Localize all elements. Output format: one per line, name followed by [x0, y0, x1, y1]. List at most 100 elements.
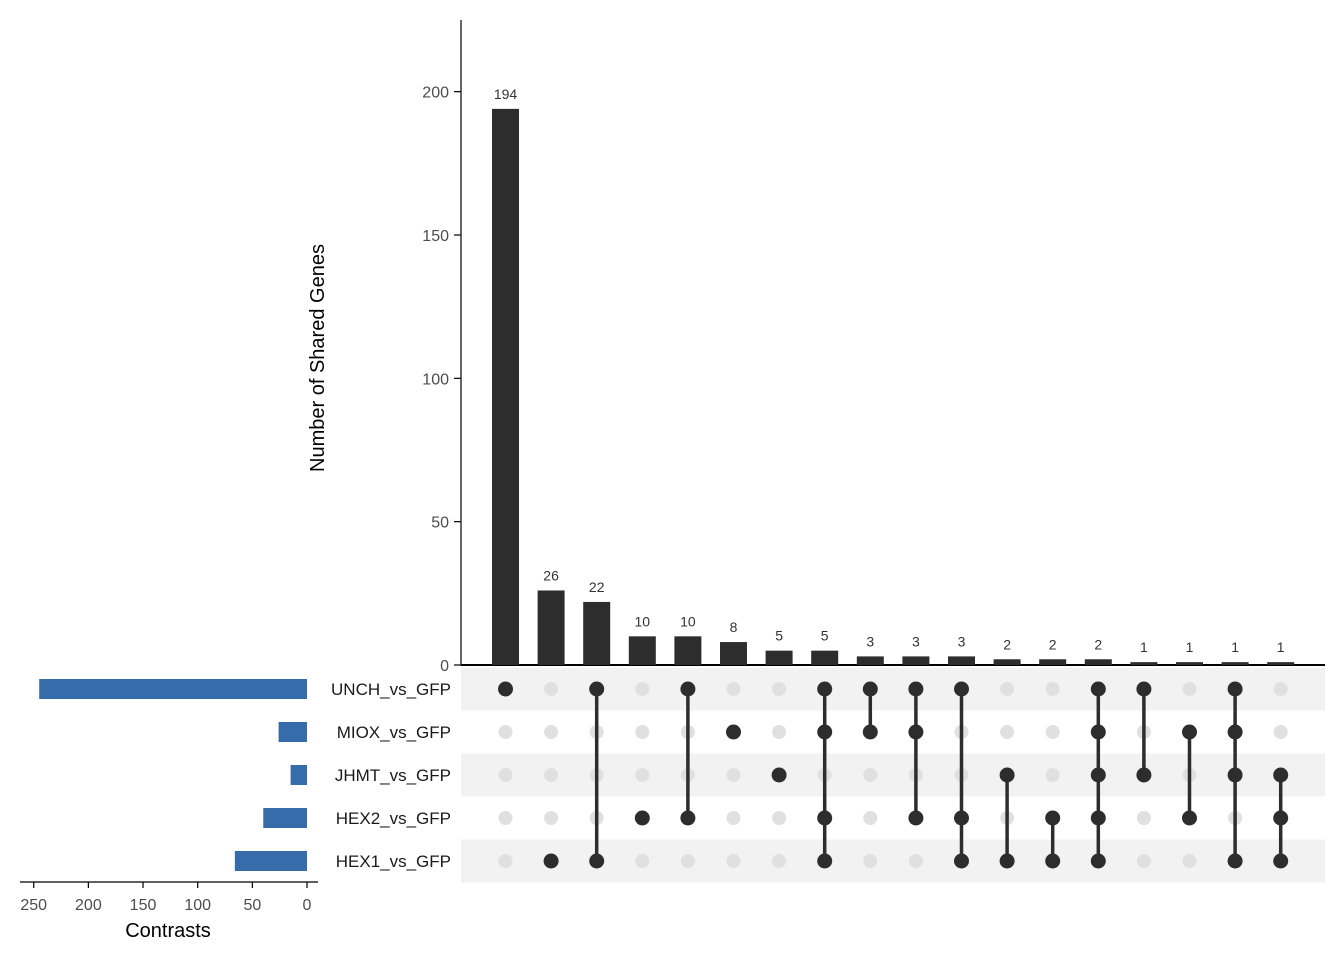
- matrix-dot-inactive: [544, 811, 559, 825]
- intersection-bar: [1176, 662, 1203, 665]
- matrix-dot-active: [1273, 767, 1289, 783]
- intersection-bar: [1267, 662, 1295, 665]
- intersection-bar: [1039, 659, 1067, 665]
- y-tick-label: 0: [440, 658, 449, 675]
- y-tick-label: 200: [422, 85, 449, 102]
- matrix-dot-inactive: [544, 682, 559, 696]
- matrix-dot-inactive: [772, 682, 787, 696]
- matrix-dot-active: [589, 853, 605, 869]
- matrix-column: [817, 681, 833, 869]
- intersection-bar-label: 26: [543, 567, 559, 583]
- matrix-column: [771, 682, 787, 868]
- y-tick-label: 100: [422, 371, 449, 388]
- matrix-dot-inactive: [680, 854, 695, 868]
- matrix-dot-active: [908, 724, 924, 740]
- matrix-dot-inactive: [635, 768, 650, 782]
- matrix-dot-inactive: [498, 768, 513, 782]
- matrix-dot-inactive: [726, 811, 741, 825]
- matrix-dot-inactive: [863, 854, 878, 868]
- intersection-bar-label: 2: [1003, 636, 1011, 652]
- matrix-dot-inactive: [1045, 682, 1060, 696]
- intersection-bar: [537, 590, 565, 665]
- matrix-dot-active: [1273, 810, 1289, 826]
- set-size-tick-label: 0: [303, 897, 312, 914]
- intersection-bar-label: 3: [912, 633, 920, 649]
- matrix-dot-active: [1227, 853, 1243, 869]
- intersection-bar: [856, 656, 884, 665]
- matrix-dot-active: [954, 681, 969, 697]
- matrix-stripe-HEX1_vs_GFP: [461, 839, 1325, 883]
- intersection-bar: [948, 656, 975, 665]
- matrix-column: [1227, 681, 1243, 869]
- matrix-dot-active: [817, 853, 833, 869]
- intersection-bar-label: 3: [958, 633, 966, 649]
- matrix-dot-inactive: [1136, 811, 1151, 825]
- matrix-column: [862, 681, 878, 868]
- matrix-dot-inactive: [1273, 725, 1288, 739]
- matrix-dot-active: [1136, 767, 1152, 783]
- matrix-stripe-UNCH_vs_GFP: [461, 667, 1325, 711]
- y-tick-label: 150: [422, 228, 449, 245]
- set-size-bar: [39, 679, 307, 699]
- intersection-bar: [1084, 659, 1112, 665]
- matrix-dot-inactive: [726, 768, 741, 782]
- intersection-bar-label: 5: [775, 628, 783, 644]
- matrix-dot-inactive: [1182, 682, 1197, 696]
- set-label: JHMT_vs_GFP: [335, 766, 451, 785]
- matrix-column: [1182, 682, 1197, 868]
- intersection-bar-label: 8: [730, 619, 738, 635]
- set-label: HEX2_vs_GFP: [336, 809, 451, 828]
- matrix-column: [543, 682, 559, 869]
- matrix-dot-active: [1090, 681, 1106, 697]
- set-size-bar: [263, 808, 307, 828]
- matrix-dot-active: [680, 681, 696, 697]
- intersection-bar-label: 1: [1231, 639, 1239, 655]
- matrix-column: [498, 681, 513, 868]
- matrix-dot-inactive: [635, 725, 650, 739]
- matrix-dot-active: [954, 810, 969, 826]
- set-size-tick-label: 50: [243, 897, 261, 914]
- matrix-dot-active: [908, 681, 924, 697]
- intersection-bar: [628, 636, 656, 665]
- intersection-bar-label: 194: [494, 86, 518, 102]
- matrix-dot-active: [634, 810, 650, 826]
- matrix-dot-active: [1090, 810, 1106, 826]
- set-size-tick-label: 100: [184, 897, 211, 914]
- set-label: MIOX_vs_GFP: [337, 723, 451, 742]
- matrix-dot-active: [908, 810, 924, 826]
- matrix-dot-active: [817, 810, 833, 826]
- matrix-column: [726, 682, 741, 868]
- intersection-bar: [811, 650, 839, 665]
- intersection-bar: [765, 650, 793, 665]
- intersection-bar-label: 5: [821, 628, 829, 644]
- intersection-bar: [1221, 662, 1249, 665]
- matrix-column: [589, 681, 605, 869]
- intersection-bar: [993, 659, 1021, 665]
- matrix-dot-active: [862, 724, 878, 740]
- matrix-dot-inactive: [1182, 854, 1197, 868]
- matrix-dot-active: [1090, 767, 1106, 783]
- intersection-bar: [492, 108, 519, 665]
- matrix-dot-active: [1227, 681, 1243, 697]
- matrix-column: [634, 682, 650, 868]
- set-size-bar: [278, 722, 307, 742]
- matrix-dot-active: [1090, 853, 1106, 869]
- matrix-column: [999, 682, 1015, 869]
- matrix-column: [954, 681, 969, 869]
- matrix-dot-inactive: [1273, 682, 1288, 696]
- matrix-dot-active: [1182, 810, 1197, 826]
- intersection-bar-label: 2: [1094, 636, 1102, 652]
- matrix-dot-active: [498, 681, 513, 697]
- matrix-dot-inactive: [635, 854, 650, 868]
- matrix-dot-inactive: [498, 725, 513, 739]
- matrix-dot-inactive: [635, 682, 650, 696]
- intersection-bar-label: 1: [1140, 639, 1148, 655]
- matrix-dot-inactive: [544, 725, 559, 739]
- set-size-axis-title: Contrasts: [125, 920, 211, 942]
- intersection-bar: [583, 601, 611, 665]
- matrix-dot-inactive: [772, 854, 787, 868]
- matrix-dot-inactive: [1000, 682, 1015, 696]
- intersection-bar: [720, 642, 747, 665]
- matrix-dot-active: [999, 767, 1015, 783]
